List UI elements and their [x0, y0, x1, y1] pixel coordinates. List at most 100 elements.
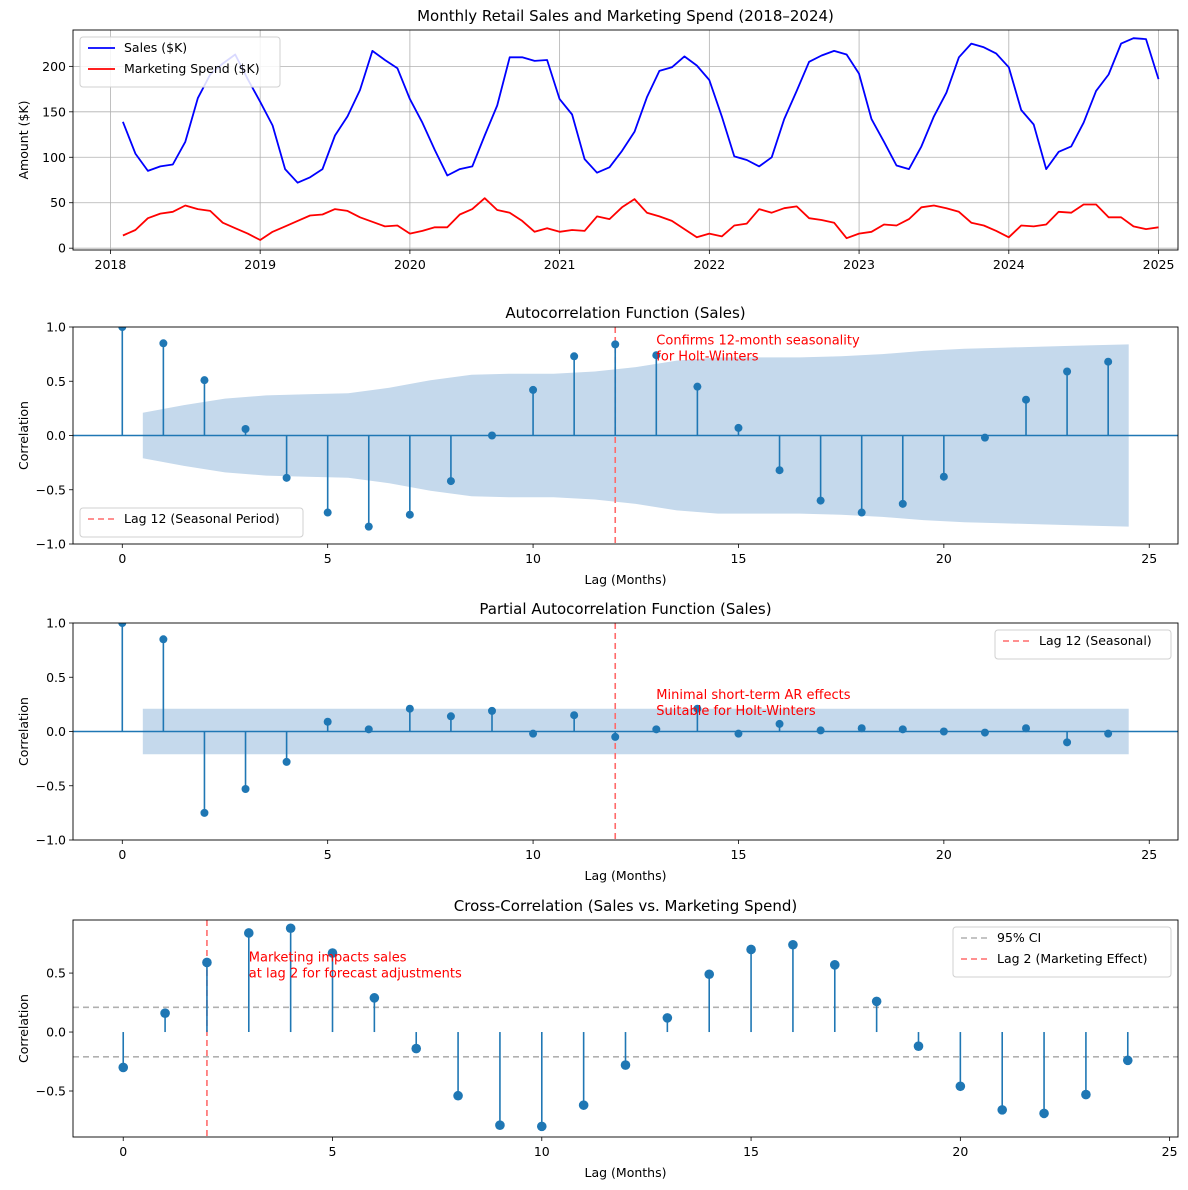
x-tick-label: 0: [118, 551, 126, 566]
stem-marker: [243, 928, 254, 938]
stem-marker: [857, 724, 866, 733]
y-tick-label: −0.5: [36, 1084, 66, 1099]
stem-marker: [1122, 1055, 1133, 1066]
acf-stem-chart: Autocorrelation Function (Sales) 0 5 10 15 20…: [16, 304, 1179, 587]
x-tick-label: 2018: [95, 257, 127, 272]
x-tick-label: 15: [731, 847, 747, 862]
stem-marker: [118, 623, 127, 627]
plot-area: [73, 623, 1178, 840]
stem-marker: [939, 727, 948, 736]
y-tick-label: 0.0: [46, 1025, 66, 1040]
x-tick-label: 20: [952, 1144, 968, 1159]
pacf-stem-chart: Partial Autocorrelation Function (Sales)…: [16, 600, 1179, 883]
stem-marker: [980, 728, 989, 737]
stem-marker: [578, 1100, 589, 1110]
stem-marker: [241, 424, 250, 433]
stem-marker: [536, 1121, 547, 1132]
stem-marker: [118, 327, 127, 331]
x-tick-label: 25: [1141, 551, 1157, 566]
stem-marker: [200, 376, 209, 385]
x-tick-label: 5: [324, 847, 332, 862]
x-tick-label: 0: [119, 1144, 127, 1159]
stem-marker: [620, 1060, 631, 1070]
stem-marker: [364, 522, 373, 531]
stem-marker: [529, 385, 538, 394]
stem-marker: [487, 706, 496, 715]
marketing-series-line: [122, 197, 1159, 241]
stem-marker: [529, 729, 538, 738]
stem-marker: [652, 351, 661, 360]
stem-marker: [775, 719, 784, 728]
stem-marker: [1039, 1108, 1049, 1119]
stem-marker: [405, 704, 414, 713]
stem-marker: [829, 960, 840, 970]
stem-marker: [405, 510, 414, 519]
stem-marker: [323, 508, 332, 517]
x-tick-label: 15: [743, 1144, 759, 1159]
annotation-text: Minimal short-term AR effects: [656, 688, 850, 703]
stem-marker: [816, 726, 825, 735]
stem-marker: [202, 957, 212, 968]
stem-marker: [160, 1008, 170, 1018]
stem-marker: [662, 1013, 673, 1023]
stem-marker: [369, 993, 380, 1003]
y-tick-label: 1.0: [46, 616, 66, 631]
x-tick-label: 2021: [544, 257, 576, 272]
y-axis-label: Amount ($K): [16, 101, 31, 180]
chart-title: Monthly Retail Sales and Marketing Spend…: [417, 7, 834, 25]
stem-marker: [1104, 357, 1113, 366]
stem-marker: [327, 948, 338, 958]
plot-frame: [72, 919, 1179, 1138]
plot-frame: [72, 622, 1179, 841]
stem-marker: [282, 473, 291, 482]
annotation-text: for Holt-Winters: [656, 349, 758, 364]
x-axis-label: Lag (Months): [585, 868, 667, 883]
stem-marker: [1081, 1089, 1091, 1100]
x-tick-label: 20: [936, 847, 952, 862]
stem-marker: [898, 499, 907, 508]
x-tick-label: 0: [118, 847, 126, 862]
stem-marker: [1063, 738, 1072, 747]
stem-marker: [734, 729, 743, 738]
x-tick-label: 15: [731, 551, 747, 566]
stem-marker: [446, 712, 455, 721]
legend-label: Lag 12 (Seasonal): [1039, 633, 1152, 648]
stem-marker: [980, 433, 989, 442]
stem-marker: [913, 1041, 924, 1051]
y-axis-label: Correlation: [16, 401, 31, 470]
legend-label: 95% CI: [997, 930, 1041, 945]
y-tick-label: 0.0: [46, 724, 66, 739]
x-axis-label: Lag (Months): [585, 572, 667, 587]
annotation-text: Marketing impacts sales: [249, 950, 407, 965]
stem-marker: [446, 477, 455, 486]
x-tick-label: 5: [329, 1144, 337, 1159]
y-tick-label: −1.0: [36, 833, 66, 848]
legend-label: Lag 12 (Seasonal Period): [124, 511, 280, 526]
plot-area: [73, 327, 1178, 544]
x-tick-label: 20: [936, 551, 952, 566]
legend-box: [79, 36, 281, 88]
x-tick-label: 2022: [693, 257, 725, 272]
stem-marker: [693, 704, 702, 713]
plot-frame: [72, 326, 1179, 545]
x-tick-label: 25: [1141, 847, 1157, 862]
stem-marker: [118, 1062, 129, 1073]
y-tick-label: 0.5: [46, 670, 66, 685]
stem-marker: [1022, 395, 1031, 404]
x-tick-label: 2024: [993, 257, 1025, 272]
plot-frame: [72, 29, 1179, 251]
stem-marker: [1063, 367, 1072, 376]
stem-marker: [487, 431, 496, 440]
x-tick-label: 25: [1162, 1144, 1178, 1159]
stem-marker: [241, 785, 250, 794]
x-tick-label: 2025: [1143, 257, 1175, 272]
annotation-text: Suitable for Holt-Winters: [656, 704, 816, 719]
x-axis-label: Lag (Months): [585, 1165, 667, 1180]
y-tick-label: 0.5: [46, 966, 66, 981]
stem-marker: [693, 382, 702, 391]
stem-marker: [285, 923, 296, 934]
y-tick-label: 150: [42, 104, 66, 119]
legend-label: Sales ($K): [124, 40, 187, 55]
stem-marker: [871, 996, 882, 1007]
y-tick-label: −1.0: [36, 537, 66, 552]
